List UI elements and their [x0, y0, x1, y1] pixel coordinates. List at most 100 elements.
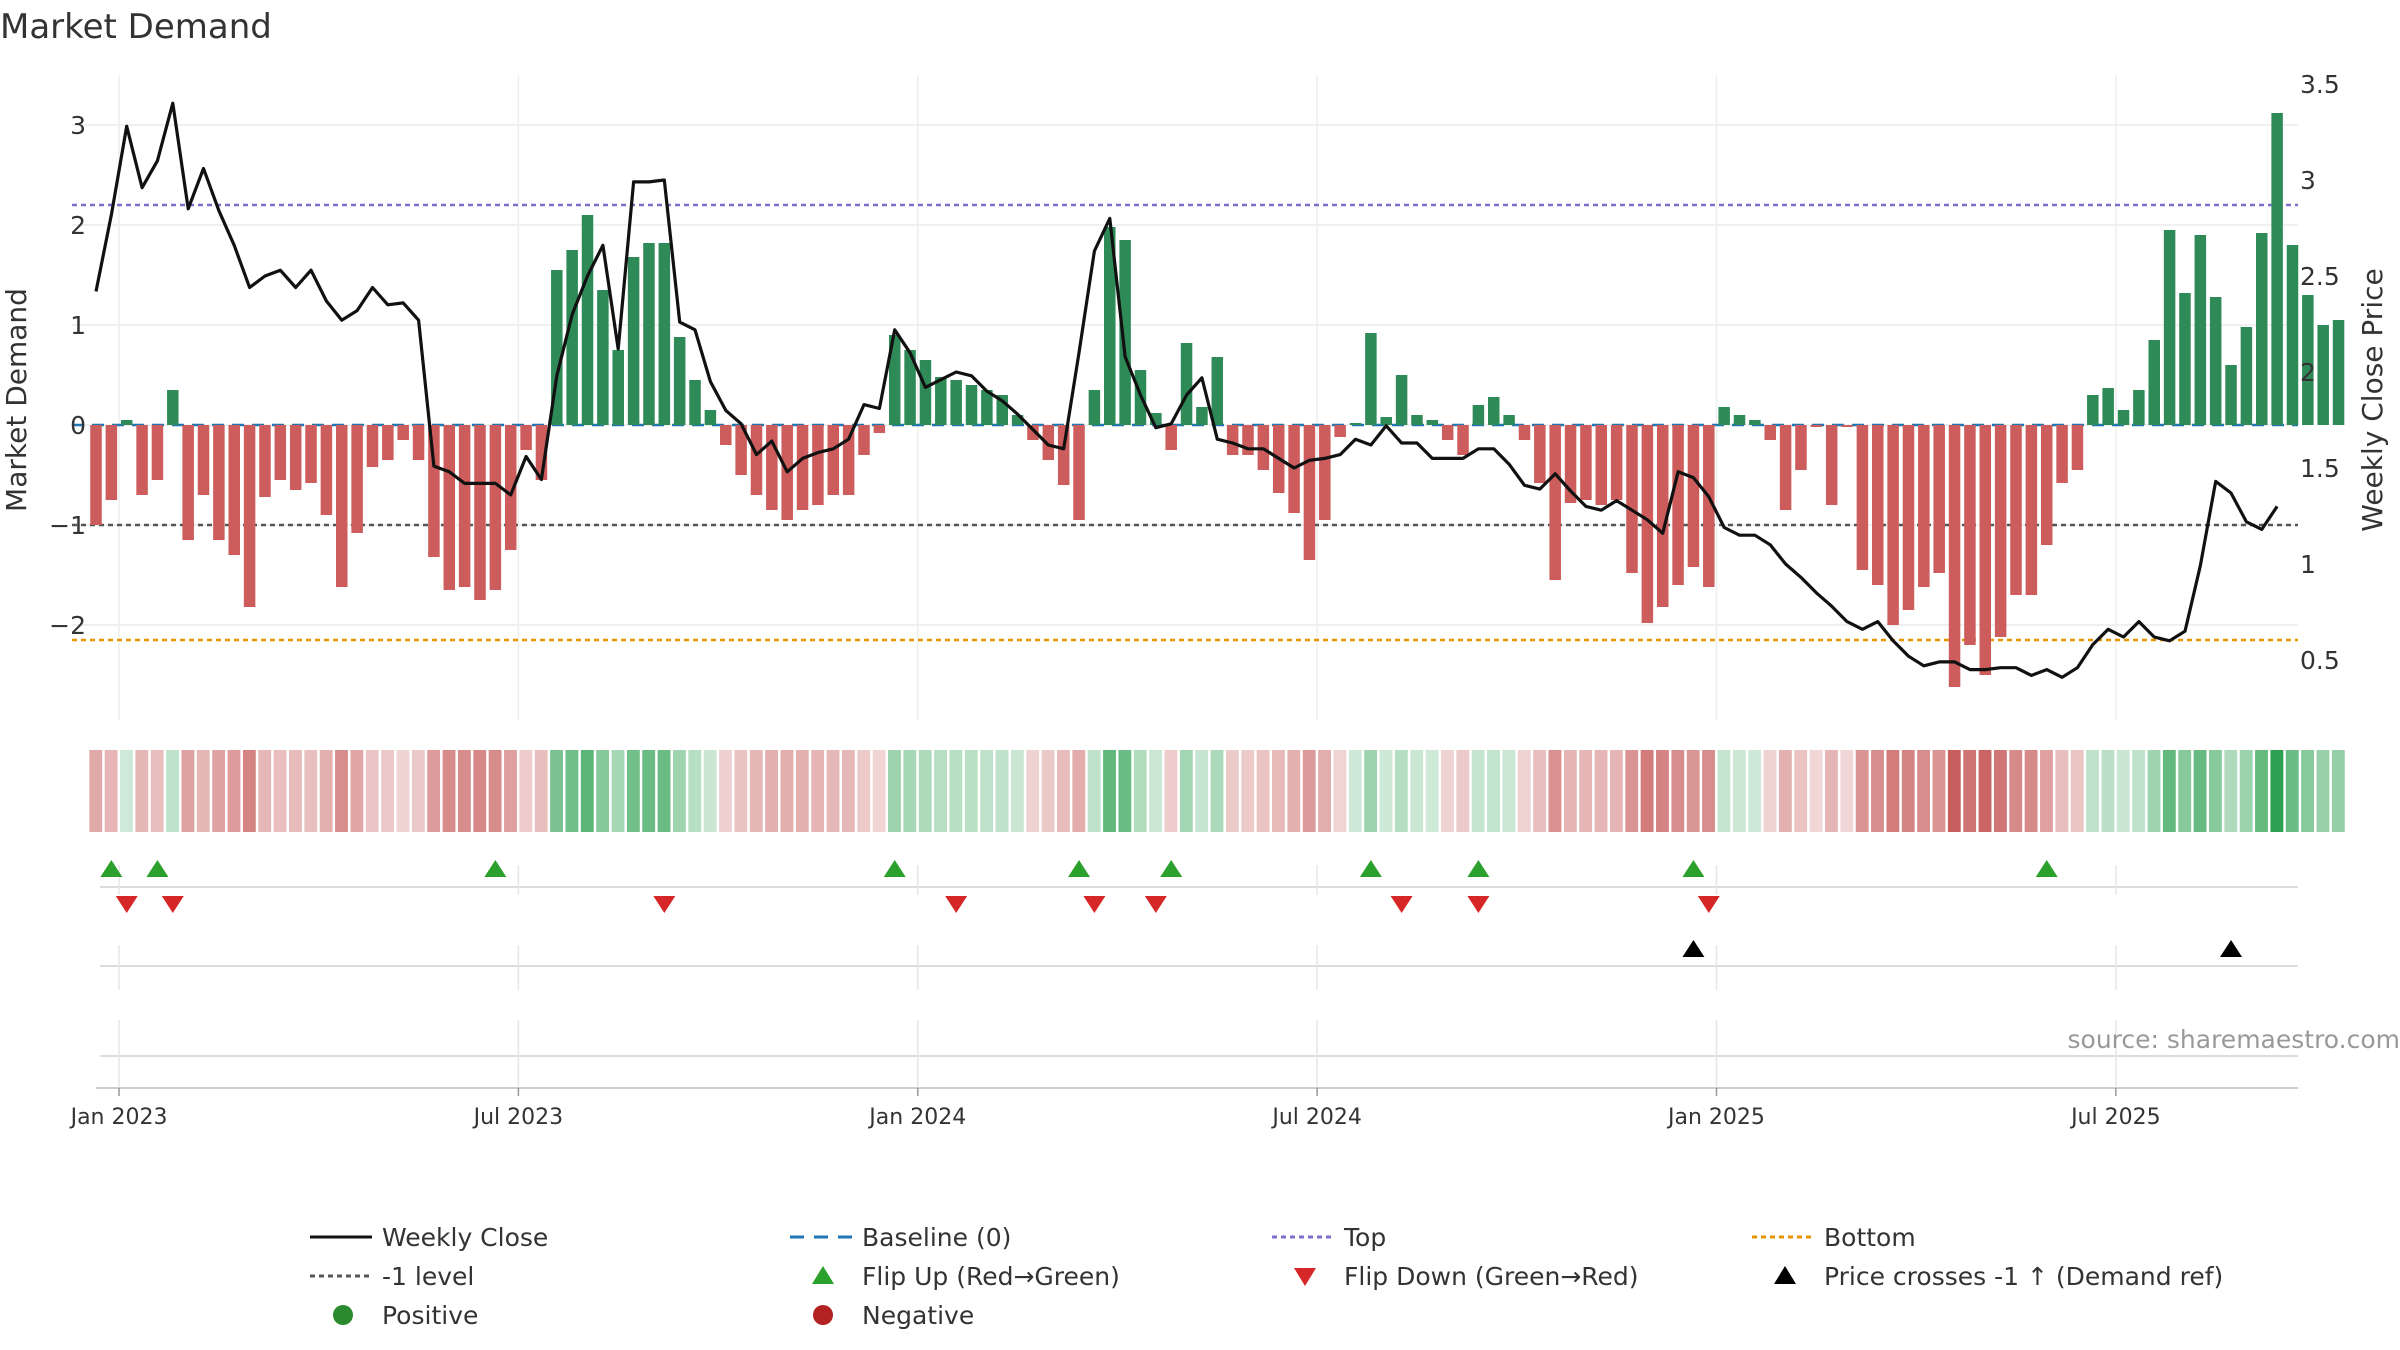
demand-bar: [1795, 425, 1807, 470]
flip-down-marker: [115, 896, 138, 913]
demand-bar: [1104, 227, 1116, 425]
right-axis: 3.5 3 2.5 2 1.5 1 0.5: [2300, 70, 2340, 675]
demand-bar: [1948, 425, 1961, 687]
heat-cell: [1533, 750, 1547, 832]
left-tick-label: 3: [70, 111, 86, 140]
heat-cell: [1579, 750, 1593, 832]
legend-item-bottom: Bottom: [1752, 1223, 1916, 1252]
demand-bar: [228, 425, 240, 555]
flip-up-marker: [1682, 860, 1705, 877]
heat-cell: [1118, 750, 1132, 832]
legend-item-close: Weekly Close: [310, 1223, 548, 1252]
demand-bar: [873, 425, 886, 433]
heat-cell: [1963, 750, 1977, 832]
demand-bar: [1856, 425, 1869, 570]
heat-cell: [2301, 750, 2315, 832]
heat-cell: [949, 750, 963, 832]
heat-cell: [2285, 750, 2299, 832]
demand-bar: [1042, 425, 1055, 460]
heat-cell: [964, 750, 978, 832]
heat-cell: [1548, 750, 1562, 832]
heat-cell: [749, 750, 763, 832]
heat-cell: [1210, 750, 1224, 832]
demand-bar: [643, 243, 655, 425]
demand-bar: [2025, 425, 2038, 595]
flip-up-marker: [883, 860, 906, 877]
flip-up-marker: [1160, 860, 1183, 877]
demand-bar: [551, 270, 563, 425]
right-tick-label: 0.5: [2300, 646, 2340, 675]
x-tick-label: Jul 2025: [2069, 1105, 2161, 1130]
demand-bar: [213, 425, 225, 540]
demand-bar: [673, 337, 686, 425]
demand-bar: [2133, 390, 2145, 425]
heat-cell: [626, 750, 640, 832]
demand-bar: [1902, 425, 1915, 610]
demand-bar: [842, 425, 855, 495]
heat-cell: [1179, 750, 1193, 832]
demand-bar: [1733, 415, 1746, 425]
demand-bar: [735, 425, 747, 475]
heat-cell: [1978, 750, 1992, 832]
demand-bar: [1303, 425, 1316, 560]
heat-cell: [888, 750, 901, 832]
left-tick-label: 1: [70, 311, 86, 340]
heat-cell: [227, 750, 241, 832]
heat-cell: [1794, 750, 1808, 832]
heat-cell: [1287, 750, 1301, 832]
demand-heat-strip: [89, 750, 2345, 832]
x-tick-label: Jan 2025: [1666, 1105, 1765, 1130]
demand-bar: [2179, 293, 2191, 425]
heat-cell: [319, 750, 333, 832]
demand-bar: [289, 425, 302, 490]
legend-item-minus_one: -1 level: [310, 1262, 474, 1291]
heat-cell: [1640, 750, 1654, 832]
legend-swatch: [1774, 1266, 1796, 1284]
heat-cell: [335, 750, 348, 832]
heat-cell: [2270, 750, 2284, 832]
bottom-panel: [100, 1020, 2298, 1088]
demand-bar: [2256, 233, 2268, 425]
demand-bar: [1703, 425, 1715, 587]
heat-cell: [504, 750, 517, 832]
heat-cell: [534, 750, 548, 832]
price-cross-panel: [100, 940, 2298, 990]
heat-cell: [2193, 750, 2207, 832]
legend-swatch: [333, 1305, 353, 1325]
demand-bar: [1119, 240, 1131, 425]
demand-bar: [2271, 113, 2283, 425]
x-tick-label: Jan 2024: [867, 1105, 966, 1130]
heat-cell: [350, 750, 364, 832]
price-cross-marker: [2220, 940, 2243, 957]
heat-cell: [1886, 750, 1900, 832]
demand-bar: [1334, 425, 1346, 437]
heat-cell: [196, 750, 210, 832]
heat-cell: [1517, 750, 1531, 832]
right-tick-label: 2: [2300, 358, 2316, 387]
heat-cell: [1087, 750, 1101, 832]
demand-bar: [2302, 295, 2314, 425]
heat-cell: [1379, 750, 1393, 832]
demand-bar: [120, 420, 133, 425]
heat-cell: [1763, 750, 1777, 832]
demand-bar: [167, 390, 179, 425]
demand-bar: [336, 425, 348, 587]
heat-cell: [1041, 750, 1055, 832]
heat-cell: [1563, 750, 1577, 832]
heat-cell: [411, 750, 425, 832]
heat-cell: [1456, 750, 1470, 832]
heat-cell: [289, 750, 302, 832]
demand-bar: [950, 380, 962, 425]
demand-bar: [919, 360, 932, 425]
heat-cell: [719, 750, 732, 832]
heat-cell: [765, 750, 779, 832]
heat-cell: [1901, 750, 1915, 832]
heat-cell: [2239, 750, 2253, 832]
heat-cell: [1026, 750, 1040, 832]
right-axis-label: Weekly Close Price: [2356, 268, 2389, 531]
chart-title: Market Demand: [0, 7, 272, 47]
heat-cell: [1993, 750, 2007, 832]
heat-cell: [473, 750, 487, 832]
heat-cell: [2209, 750, 2222, 832]
